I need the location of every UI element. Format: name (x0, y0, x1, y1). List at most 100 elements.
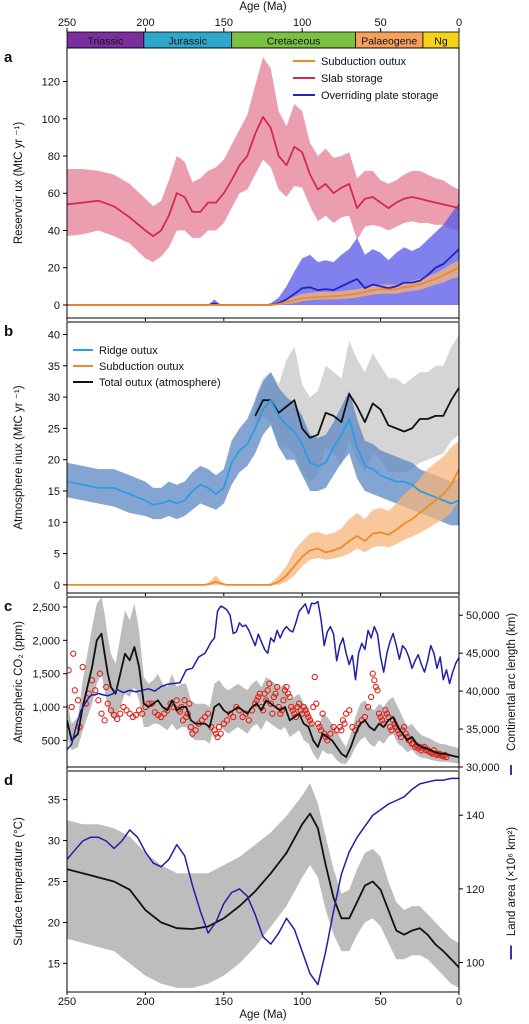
ytick-label: 20 (48, 917, 60, 929)
panel-d: 15 20 25 30 35 Surface temperature (°C) d 100 12… (4, 770, 518, 995)
proxy-co2-point (308, 720, 315, 727)
proxy-co2-point (303, 710, 311, 717)
bottom-tick-label-0: 0 (456, 996, 462, 1008)
line-total-outux-atmosphere- (254, 387, 459, 439)
proxy-co2-point (211, 727, 218, 734)
proxy-co2-point (129, 713, 137, 721)
plot-area-a (67, 57, 459, 306)
proxy-co2-point (273, 683, 281, 691)
proxy-co2-point (284, 690, 292, 697)
proxy-co2-point (310, 703, 317, 711)
frame-b (66, 321, 460, 594)
proxy-co2-point (135, 707, 143, 714)
proxy-co2-point (300, 703, 307, 711)
proxy-co2-point (98, 710, 105, 717)
proxy-co2-point (294, 703, 301, 711)
proxy-co2-point (223, 717, 231, 724)
proxy-co2-point (201, 713, 209, 721)
ytick-label: 80 (48, 151, 60, 163)
y2tick-label: 50,000 (466, 610, 500, 622)
proxy-co2-point (261, 690, 268, 697)
proxy-co2-point (103, 683, 110, 691)
top-axis: 250 200 150 100 50 0 (58, 17, 462, 32)
proxy-co2-point (374, 687, 381, 694)
proxy-co2-point (372, 683, 380, 691)
proxy-co2-point (189, 730, 196, 737)
proxy-co2-point (126, 710, 133, 717)
proxy-co2-point (382, 707, 389, 714)
bottom-tick-label-100: 100 (293, 996, 311, 1008)
proxy-co2-point (288, 703, 295, 711)
ytick-label: 40 (48, 330, 60, 342)
ylabel-b: Atmosphere inux (MtC yr ⁻¹) (13, 385, 25, 529)
proxy-co2-point (314, 720, 322, 727)
proxy-co2-point (349, 723, 356, 731)
ytick-label: 30 (48, 392, 60, 404)
legend-label-0: Subduction outux (321, 56, 407, 68)
proxy-co2-point (262, 697, 270, 704)
proxy-co2-point (139, 710, 146, 717)
ytick-label: 30 (48, 836, 60, 848)
proxy-co2-point (120, 703, 127, 711)
line-subduction-outux (67, 468, 459, 586)
proxy-co2-point (327, 730, 334, 737)
proxy-co2-point (311, 673, 318, 681)
top-axis-title: Age (Ma) (239, 1, 286, 13)
proxy-co2-point (321, 730, 328, 737)
proxy-co2-point (192, 727, 199, 734)
y2tick-label: 30,000 (466, 762, 500, 774)
top-tick-label-100: 100 (293, 17, 311, 29)
proxy-co2-point (377, 713, 384, 721)
proxy-co2-point (369, 670, 376, 677)
proxy-co2-point (269, 710, 276, 717)
proxy-co2-point (386, 723, 394, 731)
proxy-co2-point (179, 717, 187, 724)
y2label-d: Land area (×10⁶ km²) (506, 827, 518, 936)
band-subduction-outux (67, 440, 459, 585)
ytick-label: 100 (42, 114, 60, 126)
bottom-axis: 250 200 150 100 50 0 (58, 996, 462, 1008)
ytick-label: 500 (42, 735, 60, 747)
proxy-co2-point (107, 707, 115, 714)
ytick-label: 35 (48, 795, 60, 807)
proxy-co2-point (319, 710, 326, 717)
proxy-co2-point (270, 693, 278, 701)
ytick-label: 20 (48, 263, 60, 275)
proxy-co2-point (267, 700, 274, 707)
proxy-co2-point (375, 710, 383, 717)
proxy-co2-point (338, 727, 345, 734)
proxy-co2-point (104, 700, 111, 707)
proxy-co2-point (214, 733, 221, 741)
proxy-co2-point (217, 730, 224, 737)
legend-label-1: Slab storage (321, 73, 383, 85)
proxy-co2-point (96, 670, 104, 677)
proxy-co2-point (445, 0, 450, 3)
proxy-co2-point (114, 715, 121, 723)
proxy-co2-point (164, 707, 171, 714)
proxy-co2-point (447, 0, 452, 3)
ytick-label: 120 (42, 77, 60, 89)
proxy-co2-point (449, 0, 454, 3)
y2tick-label: 100 (466, 958, 484, 970)
proxy-co2-point (255, 693, 262, 701)
proxy-co2-point (316, 723, 323, 731)
proxy-co2-point (452, 0, 457, 3)
proxy-co2-point (110, 711, 118, 719)
proxy-co2-point (341, 720, 348, 727)
ylabel-c: Atmospheric CO₂ (ppm) (13, 621, 25, 743)
line-land-area (67, 777, 459, 986)
legend-label-2: Total outux (atmosphere) (99, 377, 221, 389)
proxy-co2-point (239, 713, 246, 721)
proxy-co2-point (74, 697, 82, 704)
line-ridge-outux (67, 399, 459, 506)
proxy-co2-point (186, 700, 193, 707)
ytick-label: 2,500 (32, 602, 60, 614)
proxy-co2-point (132, 711, 140, 719)
band-overriding-plate-storage (67, 202, 459, 305)
proxy-co2-point (183, 713, 190, 721)
period-bar: Triassic Jurassic Cretaceous Palaeogene Ng (66, 31, 460, 49)
ytick-label: 2,000 (32, 635, 60, 647)
proxy-co2-point (154, 711, 162, 719)
panel-letter-a: a (4, 49, 13, 66)
